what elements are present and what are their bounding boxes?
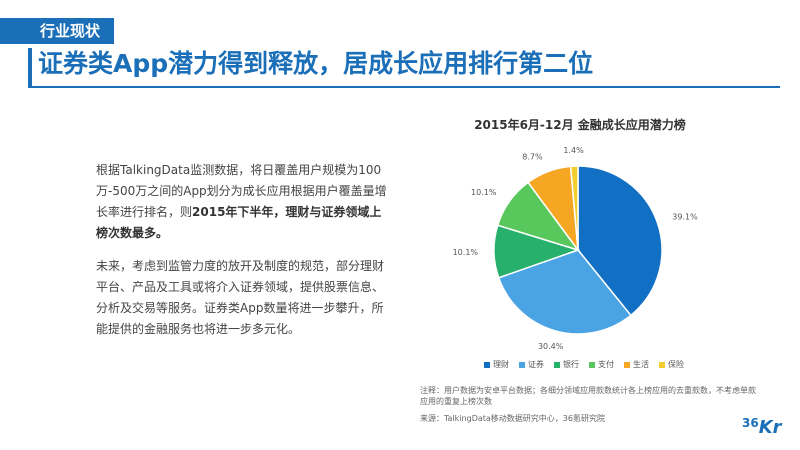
slice-label-1: 30.4% [538, 342, 564, 350]
paragraph-1-text: 根据TalkingData监测数据，将日覆盖用户规模为100万-500万之间的A… [96, 163, 387, 219]
legend-label: 证券 [528, 360, 544, 369]
legend-label: 支付 [598, 360, 614, 369]
legend-swatch [484, 361, 490, 368]
legend-item-5: 保险 [659, 359, 684, 370]
legend-item-3: 支付 [589, 359, 614, 370]
legend-label: 生活 [633, 360, 649, 369]
footnotes: 注释：用户数据为安卓平台数据；各细分领域应用款数统计各上榜应用的去重款数，不考虑… [420, 385, 760, 430]
page-title: 证券类App潜力得到释放，居成长应用排行第二位 [38, 49, 594, 78]
section-tag: 行业现状 [0, 18, 115, 44]
footnote-note: 注释：用户数据为安卓平台数据；各细分领域应用款数统计各上榜应用的去重款数，不考虑… [420, 386, 756, 406]
legend-item-2: 银行 [554, 359, 579, 370]
headline-accent-bar [28, 48, 32, 86]
pie-chart: 39.1% 30.4% 10.1% 10.1% 8.7% 1.4% [453, 146, 698, 350]
slice-label-2: 10.1% [453, 248, 479, 257]
chart-title: 2015年6月-12月 金融成长应用潜力榜 [474, 118, 686, 132]
legend-item-0: 理财 [484, 359, 509, 370]
chart-legend: 理财 证券 银行 支付 生活 保险 [484, 359, 684, 370]
slice-label-5: 1.4% [563, 146, 584, 155]
legend-swatch [624, 361, 630, 368]
pie-slice-5 [569, 165, 579, 251]
paragraph-1-emphasis: 2015年下半年，理财与证券领域上榜次数最多。 [96, 205, 382, 240]
legend-item-1: 证券 [519, 359, 544, 370]
legend-swatch [659, 361, 665, 368]
logo-letters: Kr [758, 417, 782, 438]
slice-label-0: 39.1% [672, 213, 698, 222]
pie-slice-1 [497, 249, 632, 335]
title-underline [28, 86, 780, 88]
legend-label: 保险 [668, 360, 684, 369]
slice-label-4: 8.7% [522, 152, 543, 161]
pie-slice-0 [577, 165, 663, 317]
brand-logo: 36Kr [742, 416, 782, 438]
footnote-source: 来源：TalkingData移动数据研究中心，36氪研究院 [420, 414, 605, 423]
legend-swatch [554, 361, 560, 368]
legend-item-4: 生活 [624, 359, 649, 370]
legend-label: 理财 [493, 360, 509, 369]
legend-label: 银行 [563, 360, 579, 369]
paragraph-2: 未来，考虑到监管力度的放开及制度的规范，部分理财平台、产品及工具或将介入证券领域… [96, 259, 385, 336]
logo-number: 36 [742, 416, 759, 430]
legend-swatch [589, 361, 595, 368]
slice-label-3: 10.1% [471, 188, 497, 197]
description-text: 根据TalkingData监测数据，将日覆盖用户规模为100万-500万之间的A… [96, 160, 388, 352]
legend-swatch [519, 361, 525, 368]
paragraph-1: 根据TalkingData监测数据，将日覆盖用户规模为100万-500万之间的A… [96, 160, 388, 244]
